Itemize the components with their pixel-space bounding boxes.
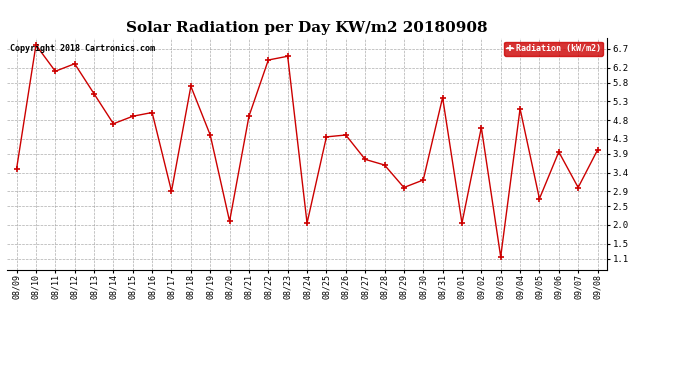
Radiation (kW/m2) bbox=[555, 150, 563, 154]
Radiation (kW/m2) bbox=[342, 133, 350, 137]
Radiation (kW/m2) bbox=[128, 114, 137, 118]
Radiation (kW/m2) bbox=[535, 196, 544, 201]
Radiation (kW/m2) bbox=[168, 189, 176, 194]
Radiation (kW/m2) bbox=[51, 69, 59, 74]
Radiation (kW/m2) bbox=[32, 43, 40, 47]
Radiation (kW/m2) bbox=[574, 185, 582, 190]
Radiation (kW/m2) bbox=[284, 54, 292, 58]
Radiation (kW/m2) bbox=[70, 62, 79, 66]
Radiation (kW/m2) bbox=[477, 125, 486, 130]
Line: Radiation (kW/m2): Radiation (kW/m2) bbox=[13, 42, 601, 260]
Radiation (kW/m2) bbox=[361, 157, 369, 162]
Radiation (kW/m2) bbox=[322, 135, 331, 139]
Radiation (kW/m2) bbox=[226, 219, 234, 224]
Radiation (kW/m2) bbox=[458, 221, 466, 225]
Title: Solar Radiation per Day KW/m2 20180908: Solar Radiation per Day KW/m2 20180908 bbox=[126, 21, 488, 35]
Radiation (kW/m2) bbox=[90, 92, 98, 96]
Radiation (kW/m2) bbox=[148, 110, 156, 115]
Radiation (kW/m2) bbox=[264, 58, 273, 62]
Radiation (kW/m2) bbox=[593, 148, 602, 152]
Radiation (kW/m2) bbox=[206, 133, 215, 137]
Radiation (kW/m2) bbox=[245, 114, 253, 118]
Legend: Radiation (kW/m2): Radiation (kW/m2) bbox=[504, 42, 603, 56]
Radiation (kW/m2) bbox=[303, 221, 311, 225]
Text: Copyright 2018 Cartronics.com: Copyright 2018 Cartronics.com bbox=[10, 45, 155, 54]
Radiation (kW/m2) bbox=[516, 106, 524, 111]
Radiation (kW/m2) bbox=[419, 178, 427, 182]
Radiation (kW/m2) bbox=[187, 84, 195, 88]
Radiation (kW/m2) bbox=[380, 163, 388, 167]
Radiation (kW/m2) bbox=[497, 255, 505, 259]
Radiation (kW/m2) bbox=[400, 185, 408, 190]
Radiation (kW/m2) bbox=[12, 166, 21, 171]
Radiation (kW/m2) bbox=[109, 122, 117, 126]
Radiation (kW/m2) bbox=[438, 95, 446, 100]
